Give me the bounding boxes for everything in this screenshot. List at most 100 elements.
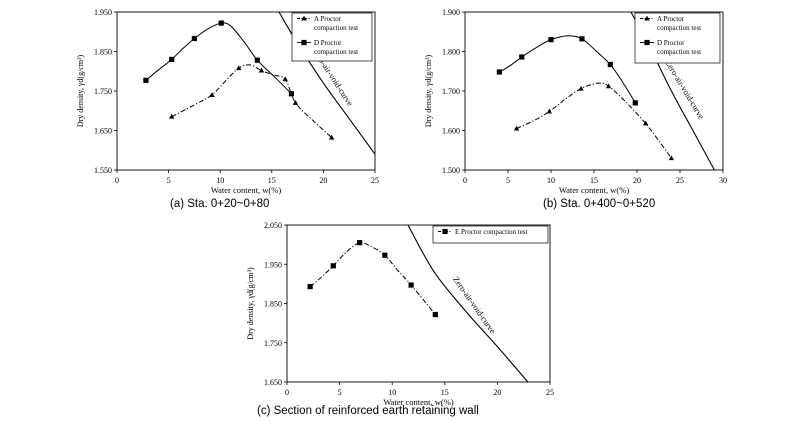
y-tick-label: 1.550 [94,166,112,175]
legend-label: E Proctor compaction test [455,228,528,236]
x-tick-label: 10 [216,176,224,185]
series-a-proctor [513,82,675,161]
data-point [143,77,149,83]
x-tick-label: 0 [115,176,119,185]
legend-label: A Proctor [314,15,342,23]
data-point [209,92,215,97]
x-axis-label: Water content, w(%) [559,185,630,195]
data-point [579,36,585,42]
legend-label: D Proctor [314,39,342,47]
data-point [307,284,313,290]
data-point [578,85,584,91]
y-axis-label: Dry density, γd(g/cm³) [424,55,433,128]
legend-box [634,12,721,64]
legend: E Proctor compaction test [432,225,549,244]
legend-label: compaction test [657,48,701,56]
data-point [328,134,335,140]
data-point [496,69,502,75]
series-line [145,22,292,95]
zero-air-void-curve [407,225,529,382]
series-a-proctor [168,64,335,140]
legend-marker [644,15,650,21]
data-point [607,61,613,68]
x-tick-label: 5 [506,176,510,185]
series-line [499,35,636,104]
data-point [288,91,295,97]
x-tick-label: 10 [547,176,555,185]
x-tick-label: 20 [493,388,501,397]
data-point [513,125,520,131]
data-point [356,240,363,246]
y-tick-label: 1.950 [264,260,282,269]
x-tick-label: 15 [441,388,449,397]
series-d-proctor [496,35,638,106]
data-point [546,108,552,114]
legend-label: D Proctor [657,39,685,47]
y-tick-label: 1.850 [264,300,282,309]
caption-a: (a) Sta. 0+20~0+80 [170,198,270,210]
data-point [191,35,197,42]
y-tick-label: 1.600 [442,127,460,136]
x-tick-label: 15 [590,176,598,185]
x-axis-label: Water content, w(%) [383,397,454,407]
chart-b: 0 5 10 15 20 25 30 1.500 1.600 1.700 1.800 1.900 Wat… [424,8,727,195]
data-point [168,113,175,119]
data-point [632,100,638,106]
legend-label: A Proctor [657,15,685,23]
zero-air-void-label: Zero-air-void-curve [663,58,706,121]
x-tick-label: 25 [546,388,554,397]
data-point [254,57,260,63]
legend-box [432,225,549,244]
x-tick-label: 15 [268,176,276,185]
legend-marker [301,15,307,21]
data-point [282,76,288,82]
data-point [236,65,242,71]
series-e-proctor [307,240,438,318]
series-d-proctor [143,20,295,97]
series-line [309,241,436,315]
series-line [171,64,332,138]
legend-label: compaction test [314,48,358,56]
data-point [668,155,675,161]
zero-air-void-curve [278,12,375,155]
series-line [516,82,672,159]
legend-label: compaction test [657,24,701,32]
zero-air-void-label: Zero-air-void-curve [451,274,498,335]
y-tick-label: 1.800 [442,48,460,57]
y-tick-label: 1.650 [264,378,282,387]
chart-c: 0 5 10 15 20 25 1.650 1.750 1.850 1.950 2.050 Water… [246,221,554,407]
legend-label: compaction test [314,24,358,32]
x-tick-label: 20 [633,176,641,185]
y-axis-label: Dry density, γd(g/cm³) [76,55,85,128]
x-tick-label: 25 [676,176,684,185]
caption-c: (c) Section of reinforced earth retainin… [257,405,479,417]
legend-box [291,12,373,62]
data-point [642,120,649,126]
x-tick-label: 30 [719,176,727,185]
x-tick-label: 5 [167,176,171,185]
y-tick-label: 1.700 [442,87,460,96]
data-point [292,100,299,105]
x-tick-label: 25 [371,176,379,185]
y-tick-label: 2.050 [264,221,282,230]
legend-marker [301,39,307,46]
y-tick-label: 1.650 [94,127,112,136]
y-tick-label: 1.750 [264,339,282,348]
legend-marker [644,39,650,46]
data-point [548,37,554,43]
x-tick-label: 20 [319,176,327,185]
x-tick-label: 0 [463,176,467,185]
plot-frame [286,224,551,383]
y-tick-label: 1.750 [94,87,112,96]
data-point [605,83,612,89]
data-point [382,252,388,258]
y-tick-label: 1.500 [442,166,460,175]
data-point [258,67,265,73]
data-point [169,56,175,62]
caption-b: (b) Sta. 0+400~0+520 [543,198,656,210]
data-point [408,282,414,288]
x-tick-label: 5 [338,388,342,397]
